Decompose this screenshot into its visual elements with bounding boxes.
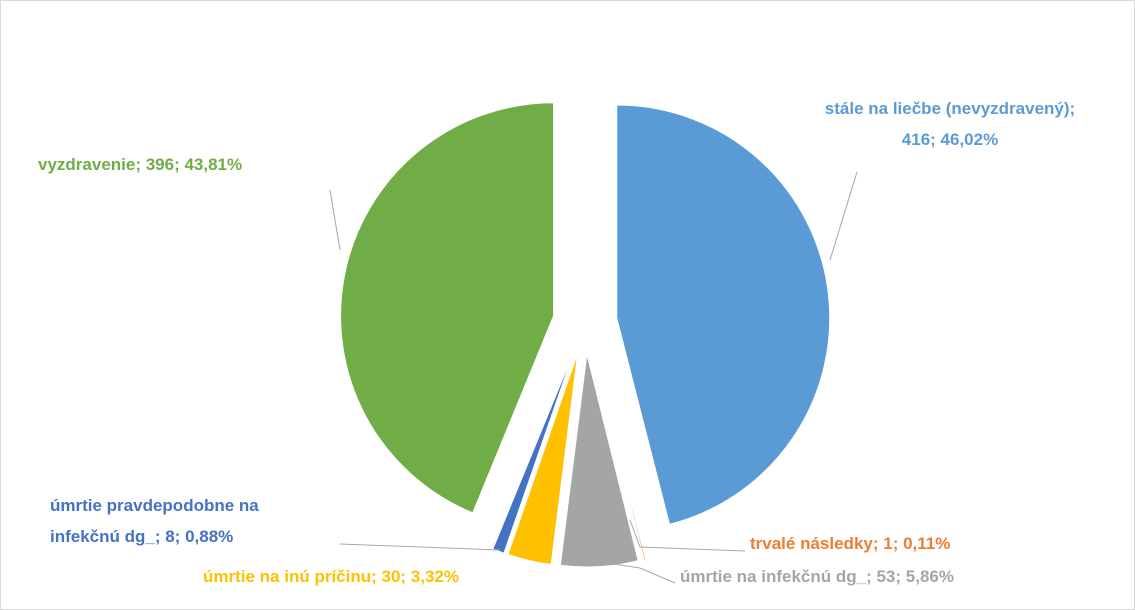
data-label-line: trvalé následky; 1; 0,11% [750,534,950,553]
data-label: úmrtie pravdepodobne na infekčnú dg_; 8; … [50,496,259,546]
pie-slice [616,104,831,525]
data-label-line: úmrtie na infekčnú dg_; 53; 5,86% [680,567,954,586]
data-label-line: úmrtie na inú príčinu; 30; 3,32% [203,567,459,586]
data-label-line: vyzdravenie; 396; 43,81% [38,155,242,174]
data-label: trvalé následky; 1; 0,11% [750,534,950,553]
data-label-line: 416; 46,02% [902,130,998,149]
pie-slice [340,102,555,514]
data-label: úmrtie na infekčnú dg_; 53; 5,86% [680,567,954,586]
leader-line [599,561,676,584]
data-label: stále na liečbe (nevyzdravený); 416; 46,0… [825,99,1075,149]
data-label-line: úmrtie pravdepodobne na [50,496,259,515]
leader-line [339,543,501,551]
pie-slice [492,351,575,554]
data-label-line: stále na liečbe (nevyzdravený); [825,99,1075,118]
data-label: úmrtie na inú príčinu; 30; 3,32% [203,567,459,586]
pie-slice [592,352,647,561]
data-label: vyzdravenie; 396; 43,81% [38,155,242,174]
leader-line [829,171,858,261]
leader-line [329,189,341,251]
pie-slice [559,353,639,568]
leader-line [629,519,746,552]
data-label-line: infekčnú dg_; 8; 0,88% [50,527,233,546]
pie-slice [507,352,579,566]
